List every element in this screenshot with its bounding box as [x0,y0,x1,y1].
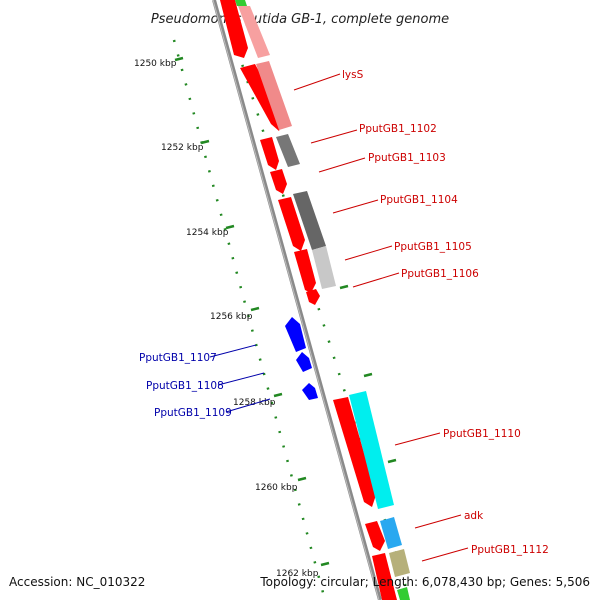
gene-label: PputGB1_1104 [380,194,458,206]
leader-line [421,547,469,562]
leader-line [209,344,257,358]
accession-text: Accession: NC_010322 [9,575,145,589]
band-adk [380,517,402,549]
leader-line [293,73,341,91]
gene-label: PputGB1_1110 [443,428,521,440]
band-1112 [389,549,410,577]
leader-line [332,199,379,214]
tick-mark [273,392,283,398]
band-green [235,0,247,6]
tick-mark [297,476,307,482]
band-1110 [349,391,394,509]
reverse-gene-arrows [285,317,318,400]
gene-label: PputGB1_1102 [359,123,437,135]
gene-label: lysS [342,69,364,81]
gene-arrow-1106 [306,289,320,305]
gene-arrow-1112 [372,553,397,600]
genome-summary-text: Topology: circular; Length: 6,078,430 bp… [259,575,590,589]
forward-gene-labels: lysS PputGB1_1102 PputGB1_1103 PputGB1_1… [293,69,549,562]
leader-line [414,514,462,529]
gene-label: PputGB1_1105 [394,241,472,253]
map-title: Pseudomonas putida GB-1, complete genome [151,12,449,27]
tick-mark [225,224,235,230]
tick-label: 1260 kbp [255,483,298,493]
gene-label: PputGB1_1108 [146,380,224,392]
band-1102 [276,134,300,167]
band-1104 [293,191,326,250]
gene-label: PputGB1_1109 [154,407,232,419]
tick-label: 1252 kbp [161,143,204,153]
band-top-pink [238,6,270,58]
forward-gene-bands [235,0,410,600]
gene-label: PputGB1_1112 [471,544,549,556]
gene-arrow-1109 [302,383,318,400]
gene-arrow-adk [365,521,385,551]
forward-gene-arrows [220,0,397,600]
leader-line [344,245,393,261]
outer-tick-mark [363,372,373,378]
tick-label: 1262 kbp [276,569,319,579]
gene-arrow-1104 [278,197,305,251]
genome-backbone-highlight [212,0,380,600]
tick-mark [174,56,184,62]
leader-line [352,272,400,288]
gene-arrow-1108 [296,352,312,372]
gene-label: PputGB1_1107 [139,352,217,364]
gene-arrow-top [220,0,248,58]
tick-label: 1250 kbp [134,59,177,69]
gene-arrow-1110 [333,397,376,507]
gene-arrow-lysS [240,64,284,131]
tick-mark [250,306,260,312]
band-bottom-green [397,587,410,600]
leader-line [318,157,366,173]
tick-label: 1254 kbp [186,228,229,238]
gene-label: PputGB1_1103 [368,152,446,164]
reverse-gene-labels: PputGB1_1107 PputGB1_1108 PputGB1_1109 [139,344,271,419]
leader-line [310,129,358,144]
gene-label: adk [464,510,484,522]
outer-tick-mark [339,284,349,290]
gene-arrow-1102 [260,137,279,170]
gene-label: PputGB1_1106 [401,268,479,280]
leader-line [394,432,441,446]
gene-arrow-1107 [285,317,306,352]
genome-backbone [212,0,382,600]
tick-mark [200,139,210,145]
tick-mark [320,561,330,567]
gene-arrow-1105 [294,249,316,293]
leader-line [225,398,271,413]
tick-label: 1256 kbp [210,312,253,322]
gene-arrow-1103 [270,169,287,194]
tick-label: 1258 kbp [233,398,276,408]
outer-tick-mark [387,458,397,464]
leader-line [217,372,265,386]
band-1105 [312,246,336,289]
band-lysS [256,61,292,130]
tick-group: 1250 kbp 1252 kbp 1254 kbp 1256 kbp 1258… [134,56,397,579]
